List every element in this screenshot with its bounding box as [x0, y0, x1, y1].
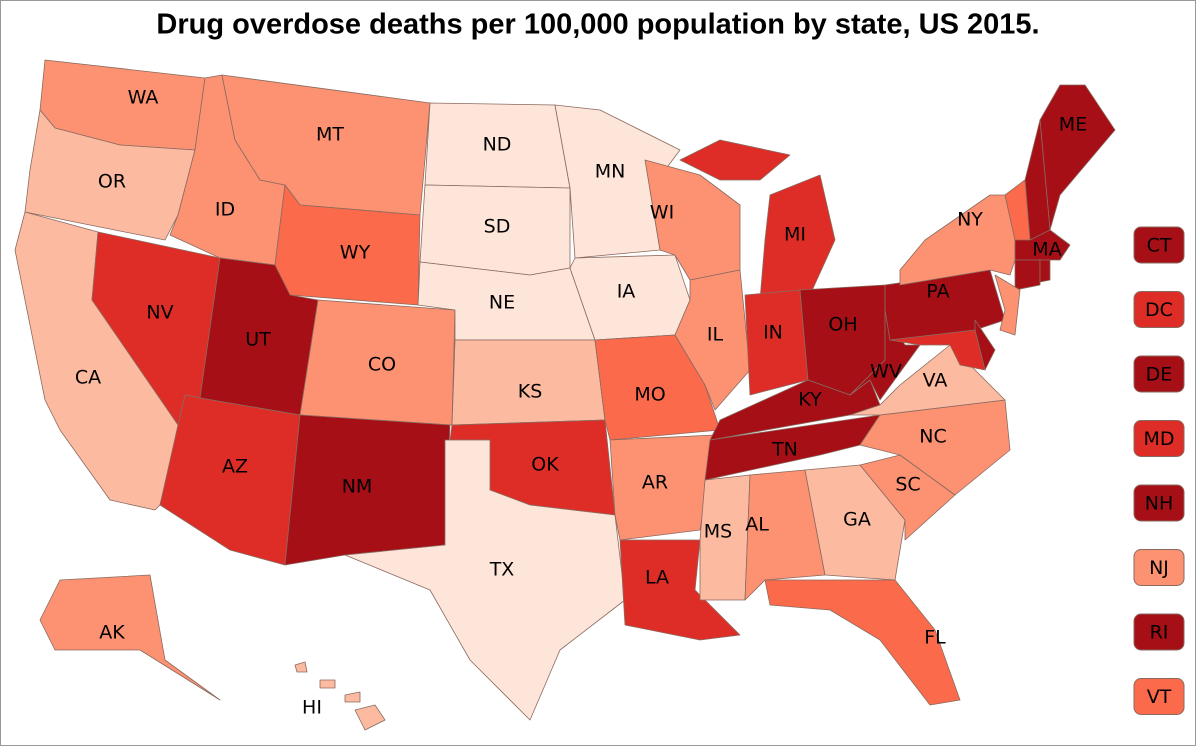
- state-label: CO: [368, 354, 396, 376]
- state-label: NY: [957, 209, 983, 231]
- state-label: VA: [923, 370, 948, 392]
- state-shape: [859, 454, 956, 541]
- state-shape: [804, 464, 906, 581]
- state-labels: WA OR CA NV ID MT WY UT CO AZ NM ND SD NE KS OK TX MN IA MO…: [75, 87, 1185, 719]
- state-label: NE: [489, 292, 515, 314]
- state-shape: [1039, 259, 1051, 283]
- state-box-label: DE: [1146, 364, 1173, 386]
- state-label: SD: [484, 216, 511, 238]
- state-label: ME: [1059, 114, 1087, 136]
- state-label: TX: [489, 559, 515, 581]
- state-box: [1133, 355, 1185, 393]
- state-label: NC: [919, 426, 946, 448]
- state-label: IA: [617, 281, 636, 303]
- state-label: WY: [340, 242, 371, 264]
- state-label: IL: [707, 324, 724, 346]
- state-box: [1133, 226, 1185, 264]
- state-label: WI: [650, 202, 674, 224]
- state-label: MA: [1032, 239, 1061, 261]
- state-shape: [1014, 259, 1041, 291]
- state-label: AK: [99, 622, 125, 644]
- state-shape: [294, 661, 308, 673]
- state-box-label: CT: [1147, 235, 1172, 257]
- state-shape: [994, 274, 1021, 336]
- state-shape: [679, 139, 791, 181]
- state-shape: [709, 379, 881, 441]
- state-shape: [344, 691, 361, 703]
- state-label: TN: [771, 439, 798, 461]
- state-label: CA: [75, 367, 101, 389]
- state-label: GA: [843, 509, 871, 531]
- state-label: KY: [798, 389, 822, 411]
- state-label: AR: [642, 472, 668, 494]
- state-box-label: VT: [1147, 686, 1172, 708]
- state-label: SC: [895, 474, 920, 496]
- state-label: OK: [531, 454, 559, 476]
- state-label: MT: [316, 124, 344, 146]
- state-box: [1133, 678, 1185, 715]
- state-box: [1133, 484, 1185, 522]
- state-box: [1133, 613, 1185, 651]
- state-shape: [764, 579, 961, 706]
- state-label: FL: [924, 627, 946, 649]
- state-label: LA: [645, 567, 669, 589]
- state-shape: [319, 679, 336, 689]
- state-label: NM: [342, 476, 373, 498]
- map-title: Drug overdose deaths per 100,000 populat…: [156, 9, 1039, 41]
- state-label: MN: [595, 161, 626, 183]
- state-shape: [609, 434, 716, 541]
- state-label: HI: [302, 697, 322, 719]
- states: [14, 59, 1116, 731]
- state-box-label: RI: [1150, 622, 1169, 644]
- state-label: KS: [518, 381, 543, 403]
- state-shape: [849, 309, 921, 401]
- state-label: AL: [745, 514, 769, 536]
- state-box-label: MD: [1143, 428, 1174, 450]
- state-label: OH: [828, 314, 857, 336]
- state-label: AZ: [222, 456, 248, 478]
- state-shape: [704, 414, 881, 481]
- state-label: OR: [98, 171, 126, 193]
- state-label: ID: [215, 199, 235, 221]
- state-shape: [344, 439, 626, 721]
- state-label: MS: [704, 521, 732, 543]
- state-shape: [1004, 179, 1031, 241]
- state-box: [1133, 549, 1185, 586]
- state-shape: [39, 574, 221, 701]
- state-label: MI: [784, 224, 806, 246]
- state-label: UT: [245, 329, 271, 351]
- state-shape: [674, 269, 751, 411]
- state-label: WV: [870, 361, 902, 383]
- state-label: PA: [926, 281, 949, 303]
- state-label: IN: [763, 322, 783, 344]
- state-shape: [889, 329, 986, 371]
- state-label: NV: [146, 302, 173, 324]
- state-box: [1133, 420, 1185, 457]
- state-box-label: NJ: [1149, 557, 1169, 579]
- state-box: [1133, 291, 1185, 328]
- state-label: WA: [128, 87, 159, 109]
- state-shape: [744, 469, 826, 601]
- state-box-label: NH: [1145, 493, 1174, 515]
- state-label: ND: [483, 134, 512, 156]
- state-shape: [699, 474, 751, 601]
- state-label: MO: [634, 384, 665, 406]
- state-box-label: DC: [1145, 299, 1173, 321]
- state-shape: [354, 704, 386, 731]
